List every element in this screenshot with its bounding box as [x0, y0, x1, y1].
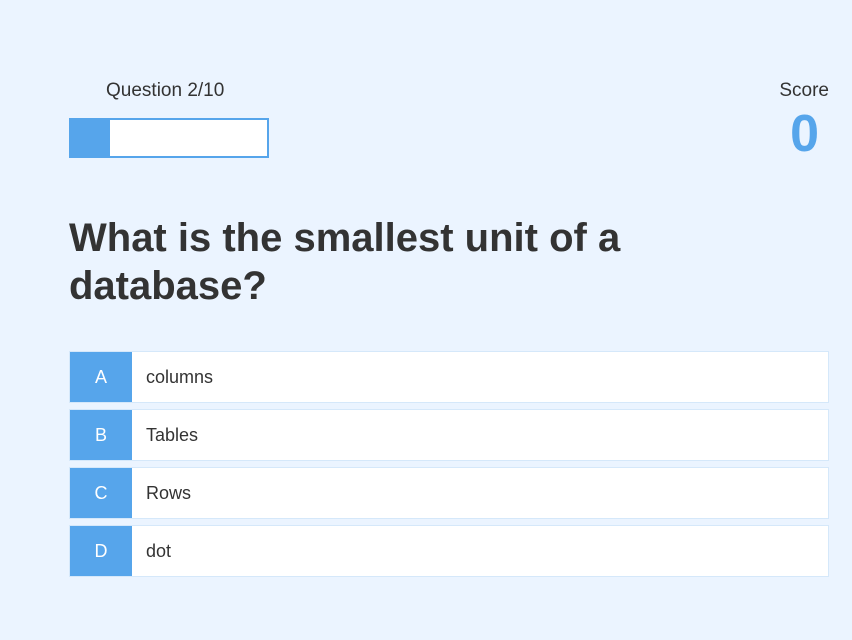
progress-bar: [69, 118, 269, 158]
score-value: 0: [790, 105, 819, 163]
choice-c[interactable]: C Rows: [69, 467, 829, 519]
choice-prefix: C: [70, 468, 132, 518]
score-label: Score: [779, 80, 829, 101]
choice-text: Tables: [146, 424, 199, 445]
choice-prefix: B: [70, 410, 132, 460]
question-text: What is the smallest unit of a database?: [69, 216, 621, 308]
choice-a[interactable]: A columns: [69, 351, 829, 403]
choice-d[interactable]: D dot: [69, 525, 829, 577]
choice-prefix: D: [70, 526, 132, 576]
choice-list: A columns B Tables C Rows D dot: [69, 351, 829, 583]
choice-text: Rows: [146, 482, 192, 503]
progress-bar-fill: [71, 120, 111, 156]
choice-text: columns: [146, 366, 214, 387]
choice-text: dot: [146, 540, 172, 561]
score-box: Score 0: [709, 80, 829, 162]
hud: Question 2/10 Score 0: [69, 80, 829, 170]
choice-prefix: A: [70, 352, 132, 402]
choice-b[interactable]: B Tables: [69, 409, 829, 461]
progress-text: Question 2/10: [106, 80, 225, 101]
